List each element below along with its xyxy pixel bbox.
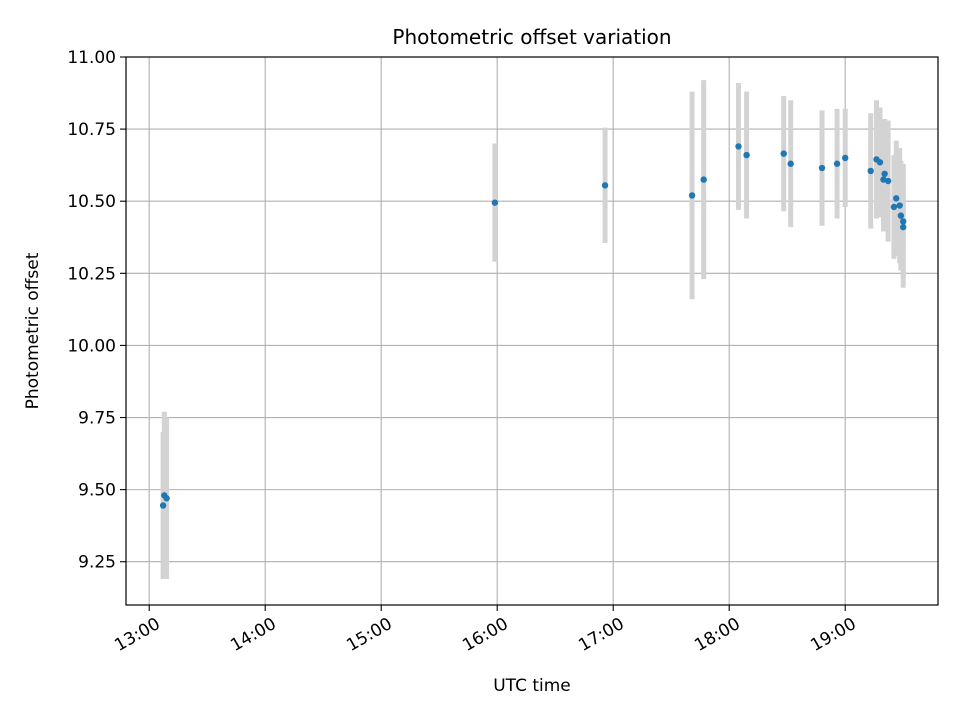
x-tick-label: 13:00 <box>111 614 163 656</box>
x-tick-label: 17:00 <box>575 614 627 656</box>
x-tick-label: 16:00 <box>459 614 511 656</box>
data-point <box>735 143 742 150</box>
data-point <box>688 192 696 199</box>
data-point <box>159 502 167 509</box>
data-point <box>842 154 849 162</box>
y-tick-label: 9.75 <box>78 409 116 429</box>
data-point <box>881 170 888 178</box>
x-axis-title: UTC time <box>493 676 571 696</box>
data-point <box>780 150 787 157</box>
data-point <box>893 195 900 202</box>
data-point <box>163 495 170 502</box>
plot-frame <box>125 56 939 606</box>
y-axis-title: Photometric offset <box>23 252 43 409</box>
y-tick-label: 10.50 <box>67 192 116 212</box>
x-tick-layer: 13:00 14:00 15:00 16:00 17:00 18:00 19:00 <box>111 605 860 656</box>
y-tick-label: 10.75 <box>67 120 116 140</box>
data-point <box>601 182 609 189</box>
data-point <box>900 218 907 225</box>
data-point <box>833 160 841 167</box>
data-point <box>897 212 905 219</box>
data-point <box>818 164 826 172</box>
x-tick-label: 15:00 <box>343 614 395 656</box>
data-point <box>896 202 903 209</box>
x-tick-label: 14:00 <box>227 614 279 656</box>
x-tick-label: 19:00 <box>807 614 859 656</box>
plot-background <box>126 57 938 605</box>
x-tick-label: 18:00 <box>691 614 743 656</box>
y-tick-label: 9.50 <box>78 481 116 501</box>
grid-layer <box>126 56 938 605</box>
data-point <box>743 151 750 159</box>
data-point <box>900 223 907 231</box>
y-tick-layer: 9.25 9.50 9.75 10.00 10.25 10.50 10.75 11.00 <box>67 48 126 573</box>
y-tick-label: 11.00 <box>67 48 116 68</box>
data-point <box>787 160 794 167</box>
data-point <box>884 177 892 185</box>
y-tick-label: 10.00 <box>67 336 116 356</box>
data-point <box>491 199 499 206</box>
data-point <box>876 159 884 166</box>
chart-title: Photometric offset variation <box>392 25 671 49</box>
data-point <box>890 203 898 211</box>
data-point <box>700 176 707 183</box>
y-tick-label: 10.25 <box>67 264 116 284</box>
data-point <box>867 167 874 175</box>
y-tick-label: 9.25 <box>78 553 116 573</box>
point-layer <box>159 143 907 509</box>
